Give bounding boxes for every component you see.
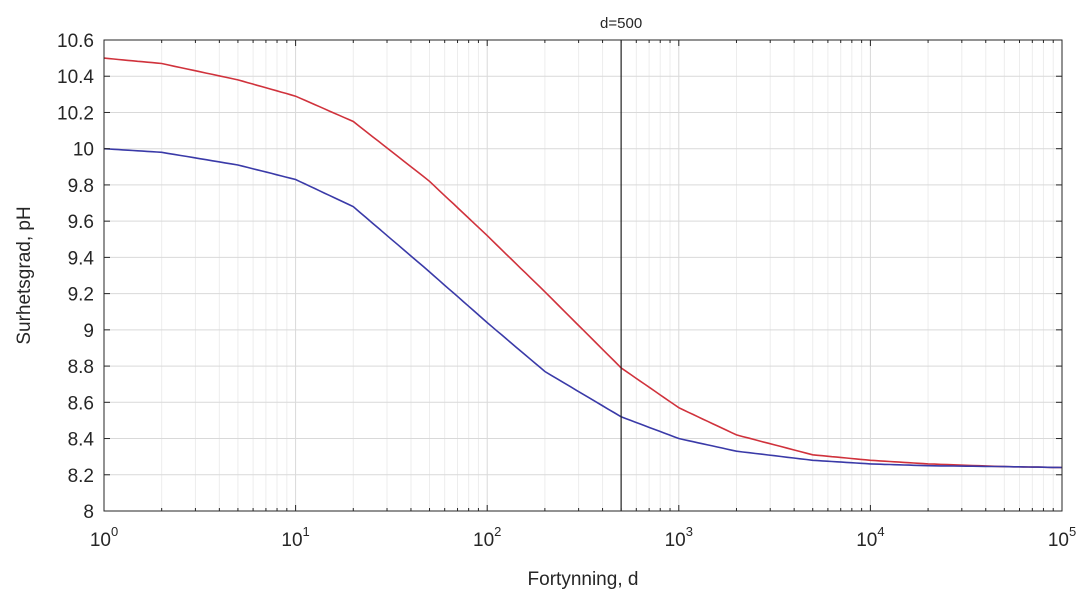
y-tick-label: 10.4 [57, 67, 94, 88]
y-tick-label: 8.2 [68, 466, 94, 487]
x-tick-label: 104 [856, 524, 884, 551]
y-tick-label: 8 [83, 502, 94, 523]
minor-grid [161, 40, 1054, 511]
x-tick-label: 101 [281, 524, 309, 551]
y-tick-label: 9.4 [68, 248, 95, 269]
x-axis-ticks: 100 101 102 103 104 105 [90, 40, 1076, 551]
y-tick-label: 8.6 [68, 393, 94, 414]
y-axis-label: Surhetsgrad, pH [14, 206, 35, 344]
y-tick-label: 9.6 [68, 212, 94, 233]
annotation-layer: d=500 [600, 15, 642, 511]
y-axis-ticks: 8 8.2 8.4 8.6 8.8 9 9.2 9.4 9.6 9.8 10 10.2 10.4 10.6 [57, 31, 1062, 523]
plot-frame [103, 39, 1063, 512]
y-tick-label: 9 [83, 321, 94, 342]
y-tick-label: 10 [73, 140, 94, 161]
y-tick-label: 8.4 [68, 430, 95, 451]
x-tick-label: 105 [1048, 524, 1076, 551]
y-tick-label: 9.8 [68, 176, 94, 197]
y-tick-label: 8.8 [68, 357, 94, 378]
x-tick-label: 103 [665, 524, 693, 551]
y-tick-label: 9.2 [68, 285, 94, 306]
series-line-1 [103, 57, 1063, 469]
x-axis-label: Fortynning, d [528, 569, 639, 590]
annotation-label: d=500 [600, 15, 642, 32]
x-tick-label: 100 [90, 524, 118, 551]
x-tick-label: 102 [473, 524, 501, 551]
series-line-2 [103, 147, 1063, 469]
y-tick-label: 10.6 [57, 31, 94, 52]
series-layer [103, 57, 1063, 469]
y-tick-label: 10.2 [57, 103, 94, 124]
